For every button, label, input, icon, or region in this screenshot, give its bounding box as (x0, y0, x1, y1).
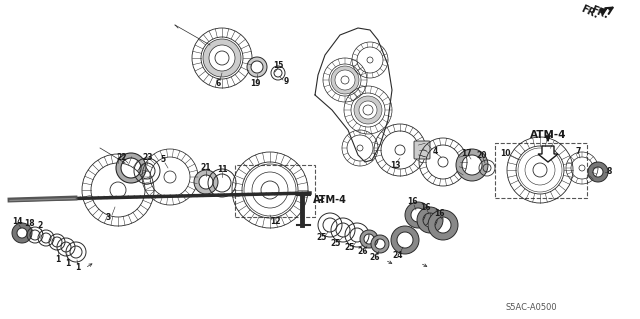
Text: 3: 3 (106, 213, 111, 222)
Text: 26: 26 (358, 248, 368, 256)
Text: 2: 2 (37, 221, 43, 231)
Wedge shape (360, 230, 378, 248)
Wedge shape (12, 223, 32, 243)
Wedge shape (371, 235, 389, 253)
Text: 16: 16 (407, 197, 417, 206)
FancyBboxPatch shape (414, 141, 430, 159)
Text: 21: 21 (201, 164, 211, 173)
Text: 20: 20 (477, 151, 487, 160)
Bar (495, 143, 587, 198)
Text: FR.: FR. (589, 5, 609, 21)
Text: 25: 25 (331, 239, 341, 248)
Wedge shape (203, 39, 241, 77)
Text: 1: 1 (65, 258, 70, 268)
Text: 12: 12 (269, 218, 280, 226)
Text: 9: 9 (284, 78, 289, 86)
Text: 24: 24 (393, 251, 403, 261)
Wedge shape (194, 170, 218, 194)
Text: FR.: FR. (580, 4, 600, 20)
Polygon shape (538, 146, 558, 162)
Text: 5: 5 (161, 155, 166, 165)
Wedge shape (331, 66, 359, 94)
Text: 1: 1 (56, 256, 61, 264)
Text: 4: 4 (433, 147, 438, 157)
Bar (235, 165, 315, 217)
Text: 22: 22 (116, 152, 127, 161)
Text: 17: 17 (461, 149, 471, 158)
Text: 7: 7 (575, 146, 580, 155)
Wedge shape (417, 207, 443, 233)
Text: 16: 16 (434, 209, 444, 218)
Wedge shape (405, 202, 431, 228)
Wedge shape (588, 162, 608, 182)
Wedge shape (428, 210, 458, 240)
Text: 10: 10 (500, 149, 510, 158)
Text: ATM-4: ATM-4 (530, 130, 566, 140)
Text: 16: 16 (420, 203, 430, 211)
Wedge shape (456, 149, 488, 181)
Text: 13: 13 (390, 160, 400, 169)
Text: 8: 8 (606, 167, 612, 176)
Wedge shape (247, 57, 267, 77)
Wedge shape (354, 96, 382, 124)
Text: S5AC-A0500: S5AC-A0500 (505, 303, 557, 313)
Text: 18: 18 (24, 219, 35, 228)
Text: 25: 25 (345, 243, 355, 253)
Text: 19: 19 (250, 79, 260, 88)
Text: 1: 1 (76, 263, 81, 271)
Wedge shape (391, 226, 419, 254)
Text: 25: 25 (317, 234, 327, 242)
Text: ATM-4: ATM-4 (313, 195, 347, 205)
Text: 23: 23 (143, 153, 153, 162)
Text: 6: 6 (216, 78, 221, 87)
Text: 11: 11 (217, 165, 227, 174)
Text: 14: 14 (12, 218, 22, 226)
Text: 15: 15 (273, 61, 283, 70)
Text: 26: 26 (370, 253, 380, 262)
Wedge shape (116, 153, 146, 183)
